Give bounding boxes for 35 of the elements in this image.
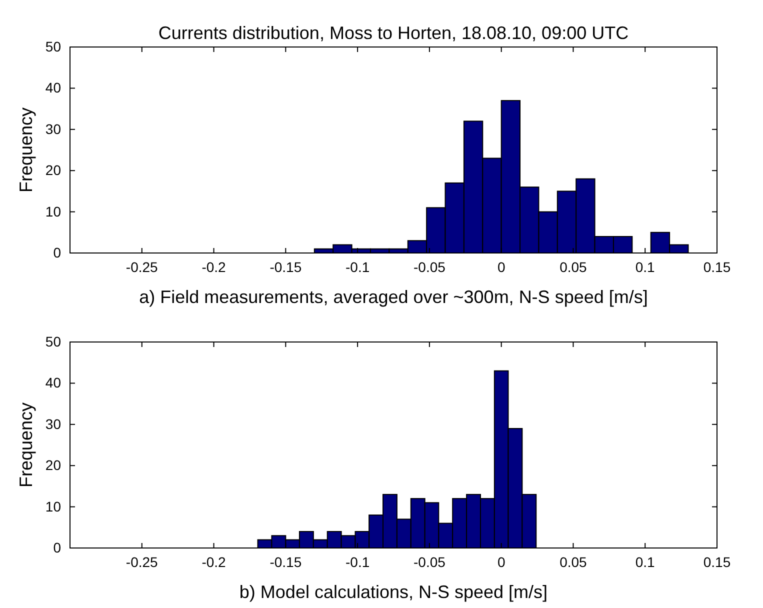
y-tick-label: 0 (53, 244, 62, 260)
y-tick-label: 30 (45, 120, 62, 137)
y-tick-label: 40 (45, 80, 62, 96)
y-tick-label: 30 (45, 416, 62, 432)
x-tick-label: 0.1 (635, 554, 656, 570)
y-tick-label: 50 (45, 333, 62, 350)
x-tick-label: 0.05 (560, 258, 588, 275)
x-tick-label: -0.15 (270, 554, 302, 570)
x-tick-label: -0.2 (202, 258, 226, 275)
y-tick-label: 0 (53, 539, 62, 556)
x-tick-label: -0.05 (413, 554, 446, 570)
y-axis-title: Frequency (16, 402, 36, 488)
x-axis-title: a) Field measurements, averaged over ~300m, N-S speed [m/s] (139, 287, 648, 307)
y-axis-title: Frequency (16, 107, 36, 193)
x-tick-label: 0 (497, 258, 506, 275)
x-tick-label: 0.1 (635, 258, 656, 275)
x-tick-label: 0.15 (703, 554, 731, 570)
x-tick-label: 0 (497, 554, 506, 570)
x-tick-label: -0.25 (126, 554, 158, 570)
x-tick-label: -0.1 (345, 554, 370, 570)
x-tick-label: -0.1 (345, 258, 370, 275)
y-tick-label: 20 (45, 457, 62, 474)
x-tick-label: -0.05 (413, 258, 446, 275)
x-tick-label: -0.15 (270, 258, 302, 275)
x-tick-label: 0.15 (703, 258, 731, 275)
y-tick-label: 10 (45, 203, 62, 220)
y-tick-label: 10 (45, 498, 62, 514)
y-tick-label: 50 (45, 38, 62, 54)
y-tick-label: 40 (45, 374, 62, 391)
x-axis-title: b) Model calculations, N-S speed [m/s] (239, 582, 548, 602)
chart-title: Currents distribution, Moss to Horten, 18.08.10, 09:00 UTC (158, 23, 629, 43)
x-tick-label: -0.25 (126, 258, 158, 275)
x-tick-label: 0.05 (560, 554, 588, 570)
x-tick-label: -0.2 (202, 554, 226, 570)
y-tick-label: 20 (45, 162, 62, 178)
